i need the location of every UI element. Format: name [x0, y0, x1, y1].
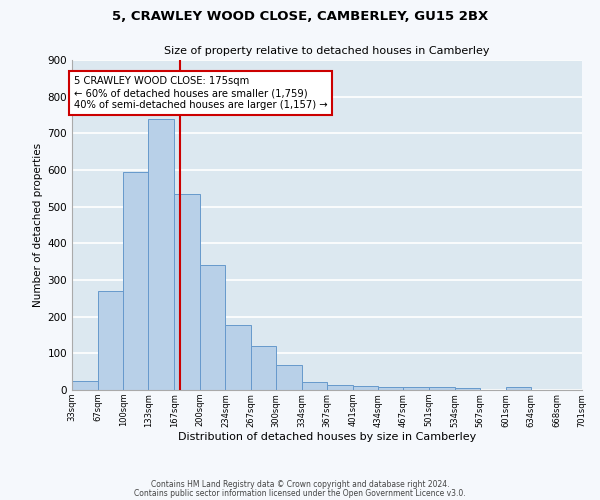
Text: 5, CRAWLEY WOOD CLOSE, CAMBERLEY, GU15 2BX: 5, CRAWLEY WOOD CLOSE, CAMBERLEY, GU15 2… [112, 10, 488, 23]
Bar [123, 172, 148, 390]
Bar [378, 387, 403, 390]
Bar [226, 324, 251, 390]
Bar [403, 388, 430, 390]
Bar [455, 388, 479, 390]
Bar [506, 387, 531, 390]
Bar [251, 346, 276, 390]
Bar [98, 291, 123, 390]
Bar [327, 385, 353, 390]
Bar [302, 382, 327, 390]
X-axis label: Distribution of detached houses by size in Camberley: Distribution of detached houses by size … [178, 432, 476, 442]
Text: Contains public sector information licensed under the Open Government Licence v3: Contains public sector information licen… [134, 490, 466, 498]
Bar [148, 118, 175, 390]
Text: Contains HM Land Registry data © Crown copyright and database right 2024.: Contains HM Land Registry data © Crown c… [151, 480, 449, 489]
Bar [276, 365, 302, 390]
Bar [430, 388, 455, 390]
Bar [199, 266, 226, 390]
Bar [72, 381, 98, 390]
Text: 5 CRAWLEY WOOD CLOSE: 175sqm
← 60% of detached houses are smaller (1,759)
40% of: 5 CRAWLEY WOOD CLOSE: 175sqm ← 60% of de… [74, 76, 327, 110]
Y-axis label: Number of detached properties: Number of detached properties [34, 143, 43, 307]
Bar [353, 386, 378, 390]
Title: Size of property relative to detached houses in Camberley: Size of property relative to detached ho… [164, 46, 490, 56]
Bar [175, 194, 200, 390]
